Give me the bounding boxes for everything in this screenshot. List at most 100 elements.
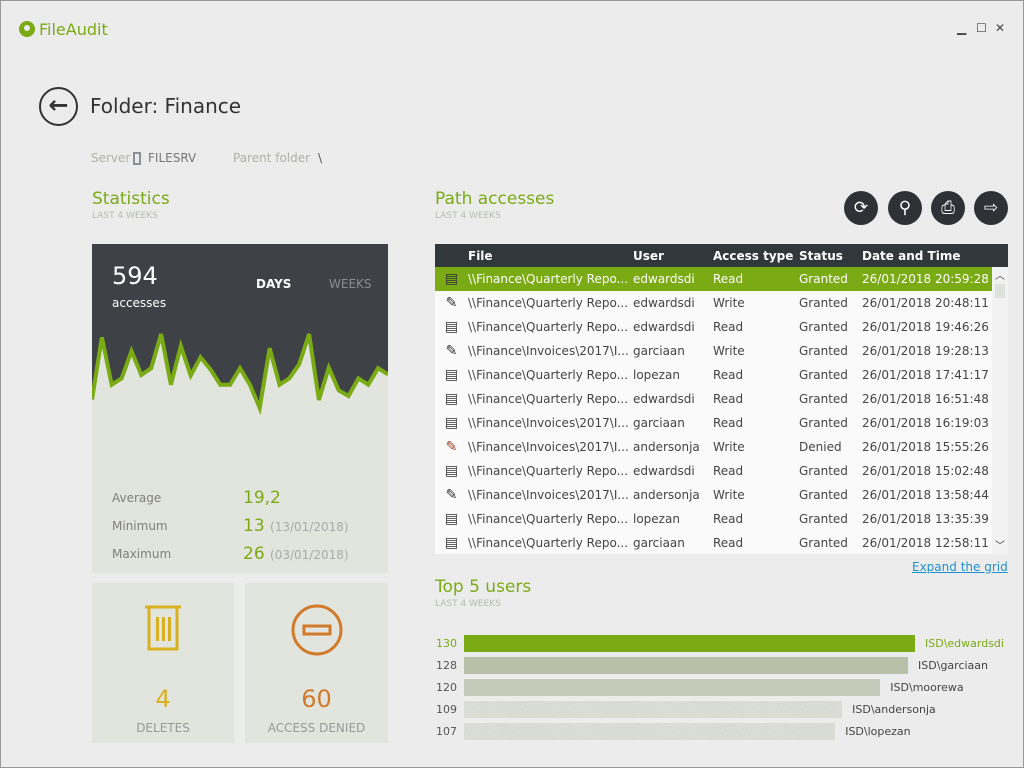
- cell-user: edwardsdi: [633, 464, 695, 478]
- column-date[interactable]: Date and Time: [862, 244, 992, 267]
- document-icon: ▤: [444, 391, 459, 407]
- access-denied-tile[interactable]: 60 ACCESS DENIED: [245, 583, 388, 743]
- trash-icon: [145, 605, 181, 651]
- table-row[interactable]: ▤ \\Finance\Quarterly Repo... edwardsdi Rea…: [435, 459, 1008, 483]
- access-sparkline: [92, 333, 388, 573]
- server-icon: [133, 152, 141, 165]
- cell-date: 26/01/2018 20:59:28: [862, 267, 992, 291]
- cell-type: Read: [713, 464, 744, 478]
- total-accesses: 594: [112, 262, 158, 290]
- path-accesses-grid: File User Access type Status Date and Ti…: [435, 244, 1008, 554]
- cell-type: Read: [713, 416, 744, 430]
- denied-icon: [291, 604, 343, 656]
- table-row[interactable]: ✎ \\Finance\Invoices\2017\I... andersonja W…: [435, 483, 1008, 507]
- cell-file: \\Finance\Invoices\2017\I...: [468, 416, 629, 430]
- cell-file: \\Finance\Quarterly Repo...: [468, 320, 629, 334]
- column-user[interactable]: User: [633, 244, 713, 267]
- user-bar[interactable]: [464, 657, 909, 674]
- document-icon: ▤: [444, 535, 459, 551]
- cell-file: \\Finance\Invoices\2017\I...: [468, 440, 629, 454]
- average-value: 19,2: [243, 488, 281, 508]
- cell-status: Granted: [799, 464, 848, 478]
- user-count: 130: [436, 637, 457, 650]
- maximum-label: Maximum: [112, 547, 172, 561]
- tab-weeks[interactable]: WEEKS: [329, 277, 372, 291]
- close-button[interactable]: ✕: [995, 21, 1006, 35]
- table-row[interactable]: ▤ \\Finance\Invoices\2017\I... garciaan Rea…: [435, 411, 1008, 435]
- user-count: 120: [436, 681, 457, 694]
- column-access-type[interactable]: Access type: [713, 244, 799, 267]
- average-label: Average: [112, 491, 162, 505]
- cell-status: Granted: [799, 512, 848, 526]
- cell-type: Read: [713, 368, 744, 382]
- pencil-icon: ✎: [445, 295, 458, 311]
- user-bar[interactable]: [464, 635, 915, 652]
- table-row[interactable]: ▤ \\Finance\Quarterly Repo... lopezan Read G…: [435, 507, 1008, 531]
- cell-date: 26/01/2018 13:35:39: [862, 512, 989, 526]
- table-row[interactable]: ▤ \\Finance\Quarterly Repo... edwardsdi Rea…: [435, 315, 1008, 339]
- cell-file: \\Finance\Quarterly Repo...: [468, 296, 629, 310]
- cell-status: Granted: [799, 296, 848, 310]
- cell-status: Granted: [799, 344, 848, 358]
- user-count: 128: [436, 659, 457, 672]
- path-accesses-subtitle: LAST 4 WEEKS: [435, 211, 501, 221]
- user-bar[interactable]: [464, 679, 881, 696]
- user-name: ISD\edwardsdi: [925, 637, 1004, 650]
- table-row[interactable]: ✎ \\Finance\Invoices\2017\I... andersonja W…: [435, 435, 1008, 459]
- deletes-tile[interactable]: 4 DELETES: [92, 583, 234, 743]
- top-users-title: Top 5 users: [435, 577, 532, 597]
- cell-status: Granted: [799, 320, 848, 334]
- minimize-button[interactable]: ▁: [957, 21, 967, 35]
- user-name: ISD\garciaan: [918, 659, 989, 672]
- cell-type: Read: [713, 320, 744, 334]
- column-status[interactable]: Status: [799, 244, 862, 267]
- table-row[interactable]: ▤ \\Finance\Quarterly Repo... lopezan Read G…: [435, 363, 1008, 387]
- expand-grid-link[interactable]: Expand the grid: [912, 560, 1008, 574]
- table-row[interactable]: ▤ \\Finance\Quarterly Repo... edwardsdi Rea…: [435, 267, 1008, 291]
- pencil-denied-icon: ✎: [445, 439, 458, 455]
- document-icon: ▤: [444, 511, 459, 527]
- statistics-title: Statistics: [92, 189, 170, 209]
- minimum-label: Minimum: [112, 519, 168, 533]
- print-icon[interactable]: ⎙: [931, 191, 965, 225]
- cell-type: Read: [713, 267, 799, 291]
- user-count: 107: [436, 725, 457, 738]
- cell-status: Granted: [799, 536, 848, 550]
- sparkline-line: [92, 333, 388, 416]
- refresh-icon[interactable]: ⟳: [844, 191, 878, 225]
- cell-type: Write: [713, 440, 745, 454]
- export-icon[interactable]: ⇨: [974, 191, 1008, 225]
- user-bar[interactable]: [464, 701, 843, 718]
- grid-scrollbar[interactable]: ︿ ﹀: [992, 267, 1008, 554]
- scroll-up-icon[interactable]: ︿: [995, 271, 1005, 282]
- cell-date: 26/01/2018 20:48:11: [862, 296, 989, 310]
- table-row[interactable]: ▤ \\Finance\Quarterly Repo... garciaan Read…: [435, 531, 1008, 555]
- scroll-thumb[interactable]: [995, 284, 1005, 298]
- deletes-count: 4: [155, 685, 171, 713]
- user-bar[interactable]: [464, 723, 836, 740]
- cell-user: edwardsdi: [633, 392, 695, 406]
- cell-file: \\Finance\Quarterly Repo...: [468, 464, 629, 478]
- table-row[interactable]: ✎ \\Finance\Invoices\2017\I... garciaan Wri…: [435, 339, 1008, 363]
- fileaudit-logo-icon: [19, 21, 35, 37]
- table-row[interactable]: ✎ \\Finance\Quarterly Repo... edwardsdi Wri…: [435, 291, 1008, 315]
- top-users-subtitle: LAST 4 WEEKS: [435, 599, 501, 609]
- search-icon[interactable]: ⚲: [888, 191, 922, 225]
- cell-status: Denied: [799, 440, 842, 454]
- deletes-label: DELETES: [136, 721, 190, 735]
- maximum-date: (03/01/2018): [270, 548, 349, 562]
- document-icon: ▤: [444, 367, 459, 383]
- cell-user: garciaan: [633, 344, 685, 358]
- document-icon: ▤: [444, 415, 459, 431]
- table-row[interactable]: ▤ \\Finance\Quarterly Repo... edwardsdi Rea…: [435, 387, 1008, 411]
- user-name: ISD\moorewa: [890, 681, 964, 694]
- scroll-down-icon[interactable]: ﹀: [995, 541, 1005, 552]
- user-name: ISD\andersonja: [852, 703, 936, 716]
- tab-days[interactable]: DAYS: [256, 277, 292, 291]
- back-arrow-icon[interactable]: ←: [39, 87, 78, 126]
- column-file[interactable]: File: [468, 244, 633, 267]
- cell-status: Granted: [799, 267, 862, 291]
- maximize-button[interactable]: ☐: [976, 21, 987, 35]
- cell-status: Granted: [799, 368, 848, 382]
- cell-file: \\Finance\Quarterly Repo...: [468, 392, 629, 406]
